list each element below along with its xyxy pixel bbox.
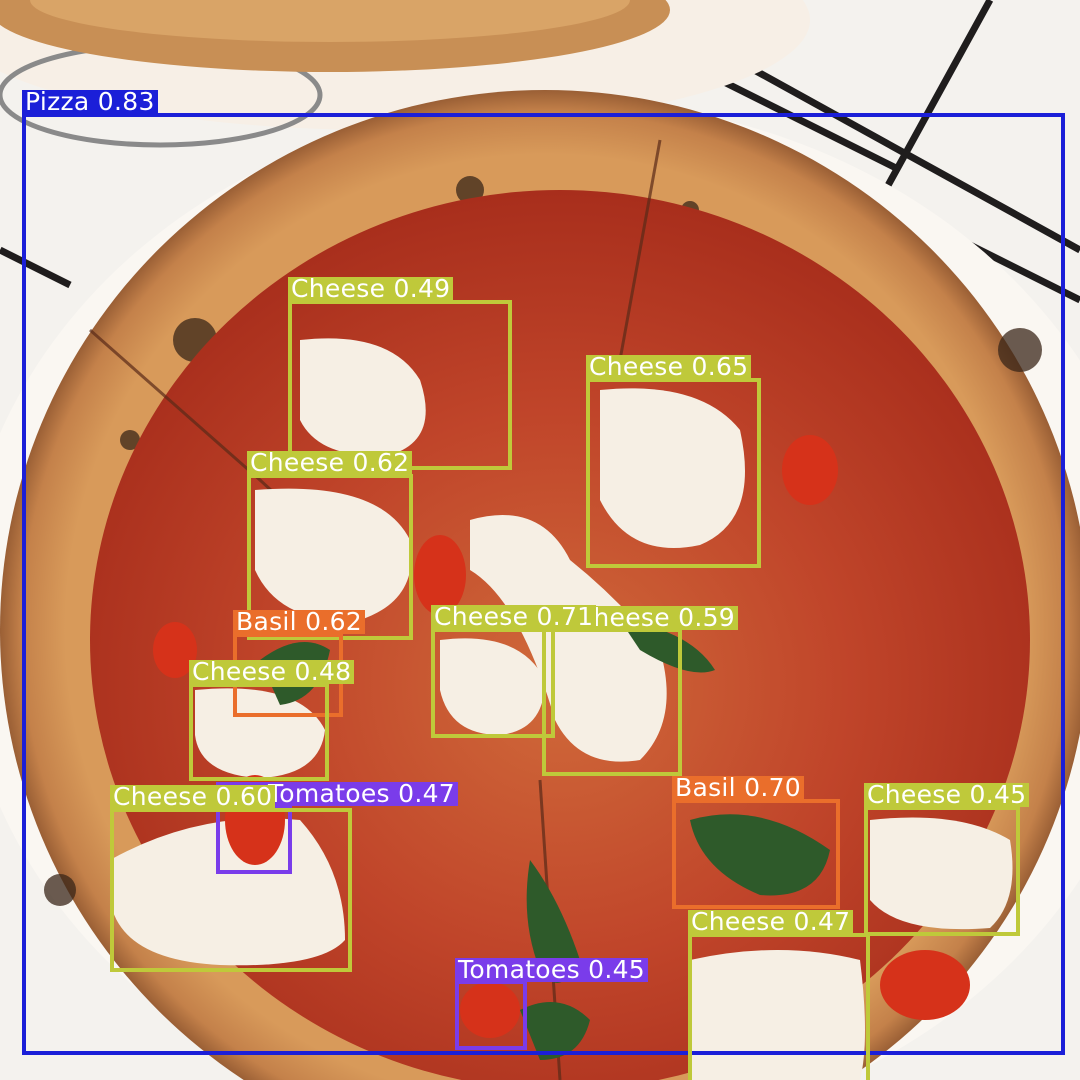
bbox-cheese-065	[586, 378, 761, 568]
bbox-cheese-045	[864, 806, 1020, 936]
bbox-cheese-062	[247, 474, 413, 640]
label-tomatoes-047: Tomatoes 0.47	[216, 781, 458, 806]
label-tomatoes-045: Tomatoes 0.45	[455, 958, 649, 982]
bbox-cheese-060	[110, 808, 352, 972]
label-cheese-049: Cheese 0.49	[288, 276, 454, 301]
label-cheese-065: Cheese 0.65	[586, 354, 752, 379]
bbox-cheese-049	[288, 300, 512, 470]
label-pizza: Pizza 0.83	[22, 89, 158, 114]
bbox-basil-070	[672, 799, 840, 909]
mozzarella-pieces	[110, 338, 1013, 1080]
bbox-cheese-047	[688, 933, 870, 1080]
bbox-tomatoes-045	[455, 980, 527, 1050]
label-cheese-071: Cheese 0.71	[431, 604, 597, 629]
bbox-cheese-071	[431, 628, 555, 738]
label-cheese-045: Cheese 0.45	[864, 783, 1030, 807]
label-cheese-062: Cheese 0.62	[247, 450, 413, 475]
bbox-pizza	[22, 113, 1065, 1055]
label-cheese-047: Cheese 0.47	[688, 909, 854, 934]
bbox-cheese-048	[189, 683, 329, 781]
label-basil-062: Basil 0.62	[233, 609, 365, 634]
label-basil-070: Basil 0.70	[672, 775, 804, 800]
top-pizza-crust-inner	[30, 0, 630, 42]
label-cheese-048: Cheese 0.48	[189, 659, 355, 684]
label-cheese-060: Cheese 0.60	[110, 784, 276, 809]
cherry-tomatoes	[153, 435, 970, 1038]
basil-leaves	[260, 620, 830, 1060]
bbox-cheese-059	[542, 628, 682, 776]
